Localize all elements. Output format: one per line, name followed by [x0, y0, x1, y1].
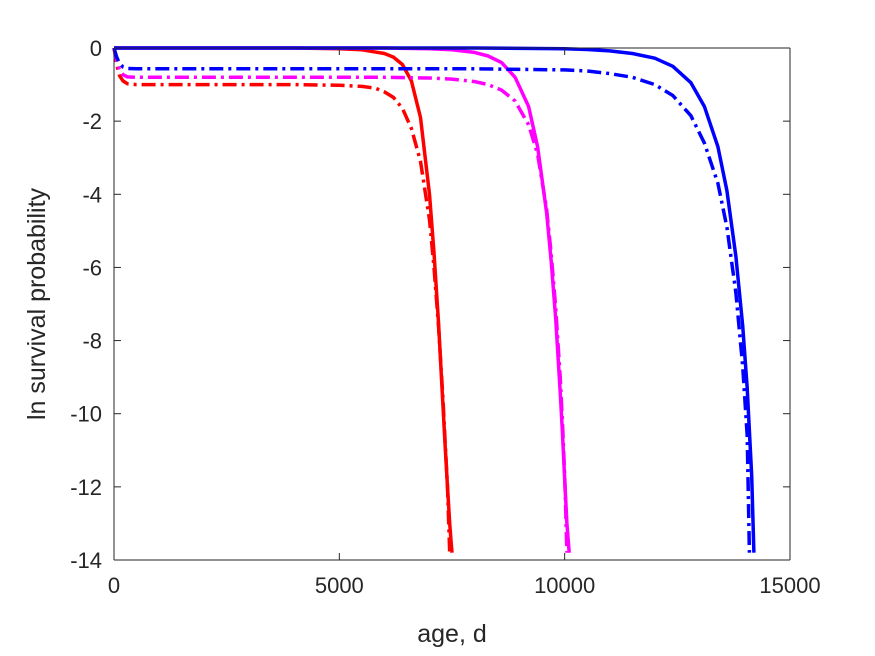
ticks-layer: 0 5000 10000 15000 -14 -12 -10 -8 -6 -4 -2 0	[70, 36, 820, 598]
y-tick-label: -14	[70, 548, 102, 573]
y-tick-label: -10	[70, 402, 102, 427]
series-line-4	[112, 47, 569, 553]
y-tick-label: -6	[82, 255, 102, 280]
y-tick-label: -2	[82, 109, 102, 134]
series-line-6	[112, 47, 752, 553]
y-tick-label: -12	[70, 475, 102, 500]
x-tick-label: 10000	[534, 573, 595, 598]
series-line-2	[112, 47, 452, 553]
x-axis-title: age, d	[417, 620, 487, 648]
y-tick-label: -8	[82, 329, 102, 354]
x-tick-label: 0	[108, 573, 120, 598]
x-tick-label: 15000	[759, 573, 820, 598]
y-tick-label: 0	[90, 36, 102, 61]
y-axis-title: ln survival probability	[23, 187, 51, 420]
x-tick-label: 5000	[315, 573, 364, 598]
y-tick-label: -4	[82, 182, 102, 207]
axes-layer	[113, 47, 791, 561]
